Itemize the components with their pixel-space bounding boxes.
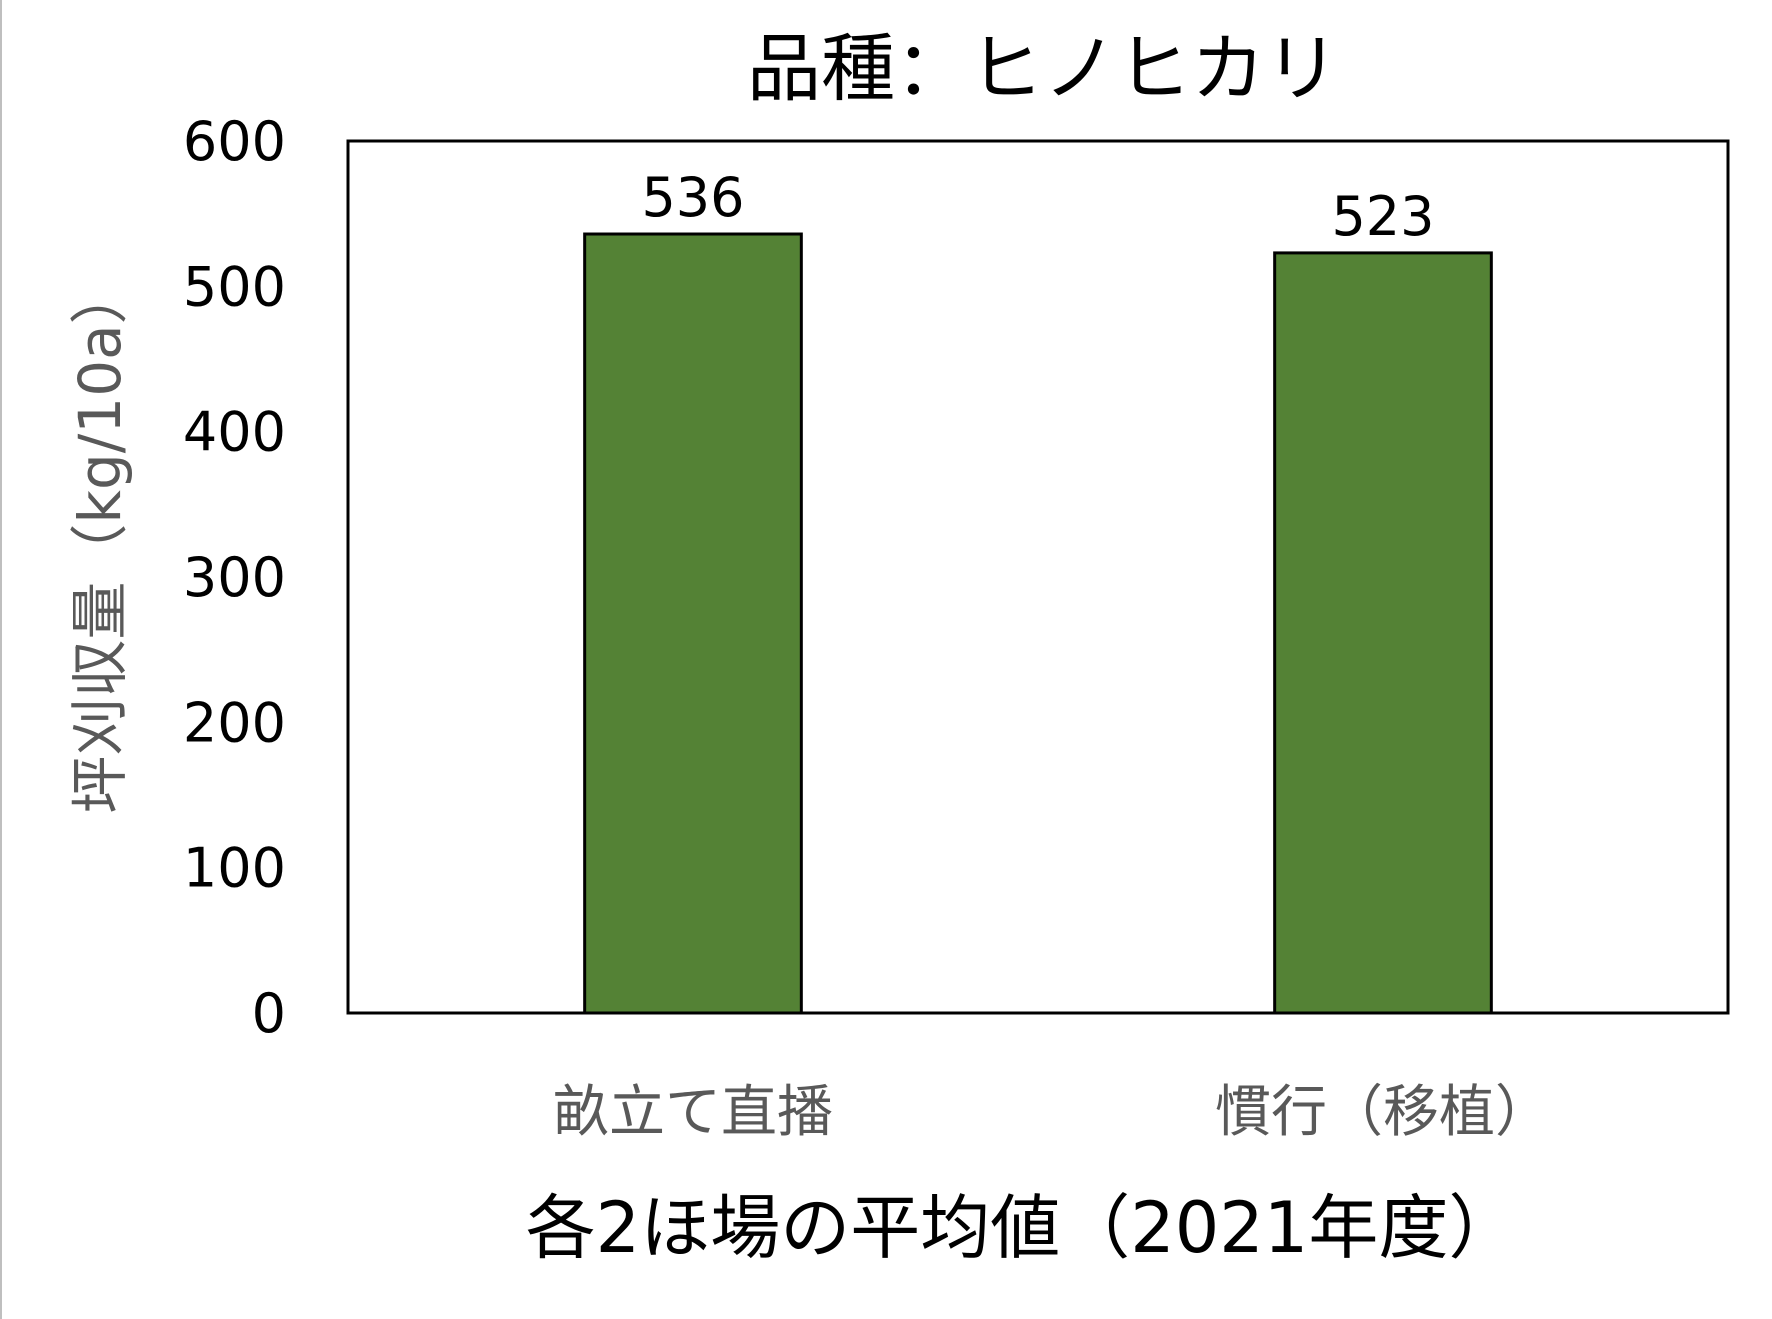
bar <box>583 232 803 1015</box>
chart-title: 品種：ヒノヒカリ <box>747 26 1339 112</box>
y-tick-label: 600 <box>183 110 286 173</box>
y-axis-label: 坪刈収量（kg/10a） <box>66 266 134 813</box>
image-left-edge-rule <box>0 0 2 1319</box>
plot-area-frame <box>346 139 1730 1015</box>
bar-data-label: 536 <box>641 166 744 229</box>
y-axis-ticks: 0 100 200 300 400 500 600 <box>183 110 286 1045</box>
y-tick-label: 400 <box>183 401 286 464</box>
x-category-label: 畝立て直播 <box>553 1080 833 1145</box>
y-tick-label: 500 <box>183 255 286 318</box>
y-tick-label: 0 <box>252 982 286 1045</box>
y-tick-label: 300 <box>183 546 286 609</box>
x-axis-label: 各2ほ場の平均値（2021年度） <box>526 1187 1519 1269</box>
bar-series: 536 523 <box>583 166 1493 1015</box>
y-tick-label: 200 <box>183 691 286 754</box>
x-category-label: 慣行（移植） <box>1215 1080 1551 1145</box>
y-tick-label: 100 <box>183 837 286 900</box>
x-axis-category-labels: 畝立て直播 慣行（移植） <box>553 1080 1551 1145</box>
bar-data-label: 523 <box>1331 185 1434 248</box>
bar <box>1273 251 1493 1015</box>
